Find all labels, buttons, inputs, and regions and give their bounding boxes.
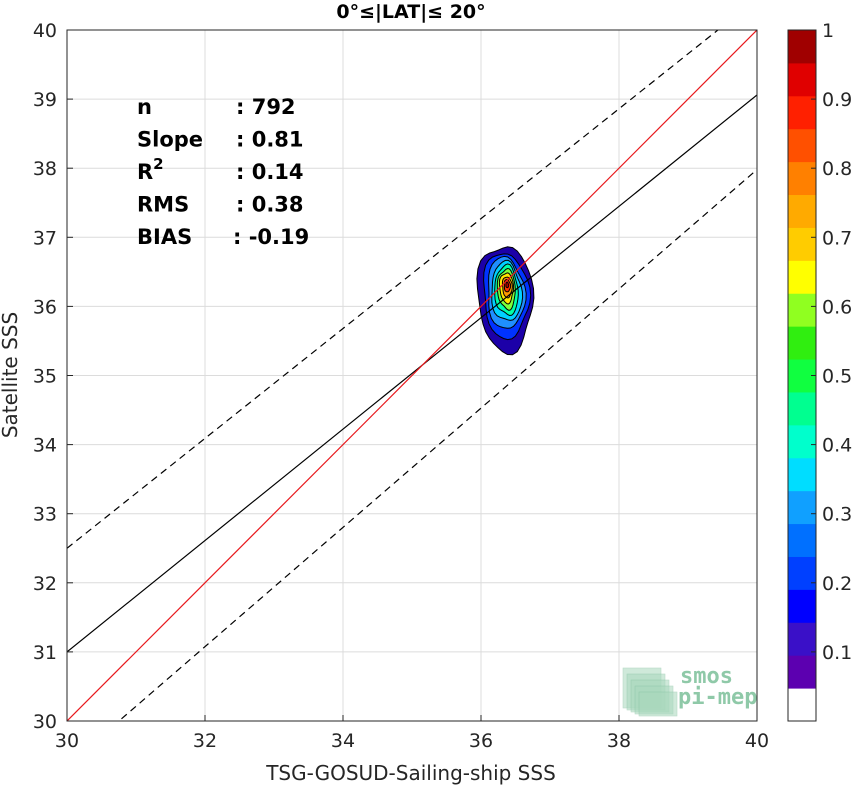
colorbar-tick-label: 0.2 (822, 573, 852, 595)
colorbar-tick-label: 0.3 (822, 504, 852, 526)
logo-waves (638, 691, 678, 717)
stat-value: : 0.38 (236, 193, 304, 217)
y-tick-label: 31 (33, 642, 57, 664)
colorbar-segment (788, 227, 816, 261)
stat-value: : 792 (236, 95, 296, 119)
colorbar-segment (788, 30, 816, 64)
lower-band-line (118, 169, 757, 721)
y-axis-label: Satellite SSS (0, 312, 22, 438)
colorbar-segment (788, 293, 816, 327)
y-tick-label: 35 (33, 366, 57, 388)
colorbar-segment (788, 688, 816, 722)
y-tick-label: 38 (33, 158, 57, 180)
stat-value: : 0.81 (236, 128, 304, 152)
x-tick-label: 34 (331, 730, 355, 752)
colorbar-tick-label: 0.4 (822, 435, 852, 457)
x-tick-label: 36 (469, 730, 493, 752)
y-tick-label: 40 (33, 20, 57, 42)
x-tick-label: 38 (607, 730, 631, 752)
colorbar-segment (788, 326, 816, 360)
colorbar-segment (788, 260, 816, 294)
x-tick-label: 40 (745, 730, 769, 752)
colorbar-segment (788, 655, 816, 689)
stat-label: Slope (137, 128, 203, 152)
regression-lines (67, 30, 757, 721)
colorbar-segment (788, 424, 816, 459)
stat-label: n (137, 95, 152, 119)
y-tick-label: 30 (33, 711, 57, 733)
stat-value: : -0.19 (233, 225, 309, 249)
y-tick-label: 37 (33, 227, 57, 249)
x-axis-ticks: 30 32 34 36 38 40 (55, 715, 769, 752)
y-tick-label: 34 (33, 435, 57, 457)
logo-line-1: smos (680, 664, 733, 689)
density-contour (505, 281, 510, 289)
y-tick-label: 33 (33, 504, 57, 526)
x-axis-label: TSG-GOSUD-Sailing-ship SSS (265, 761, 556, 785)
colorbar-segment (788, 556, 816, 590)
stat-label: BIAS (137, 225, 192, 249)
colorbar-segment (788, 391, 816, 426)
upper-band-line (67, 30, 719, 549)
chart-title: 0°≤|LAT|≤ 20° (336, 1, 485, 23)
colorbar-segment (788, 194, 816, 228)
identity-line (67, 30, 757, 721)
colorbar-tick-label: 0.9 (822, 89, 852, 111)
y-axis-ticks: 30 31 32 33 34 35 36 37 38 39 40 (33, 20, 73, 733)
fit-line (67, 94, 757, 653)
colorbar-tick-label: 0.6 (822, 296, 852, 318)
logo-line-2: pi-mep (678, 685, 757, 710)
colorbar-tick-label: 0.7 (822, 227, 852, 249)
grid (66, 29, 758, 722)
colorbar-tick-label: 0.8 (822, 158, 852, 180)
colorbar-segment (788, 95, 816, 130)
y-tick-label: 36 (33, 296, 57, 318)
x-tick-label: 30 (55, 730, 79, 752)
stat-label: RMS (137, 193, 189, 217)
colorbar: 0.1 0.2 0.3 0.4 0.5 0.6 0.7 0.8 0.9 1 (787, 20, 852, 722)
colorbar-segment (788, 161, 816, 196)
y-tick-label: 39 (33, 89, 57, 111)
colorbar-segment (788, 622, 816, 656)
colorbar-segment (788, 62, 816, 97)
colorbar-segment (788, 457, 816, 492)
stat-superscript: 2 (153, 155, 163, 173)
colorbar-segment (788, 490, 816, 525)
colorbar-tick-label: 1 (822, 20, 834, 42)
colorbar-tick-label: 0.5 (822, 366, 852, 388)
colorbar-segment (788, 589, 816, 623)
colorbar-segment (788, 128, 816, 163)
colorbar-tick-label: 0.1 (822, 642, 852, 664)
x-tick-label: 32 (193, 730, 217, 752)
y-tick-label: 32 (33, 573, 57, 595)
colorbar-segment (788, 523, 816, 557)
stat-value: : 0.14 (236, 160, 304, 184)
